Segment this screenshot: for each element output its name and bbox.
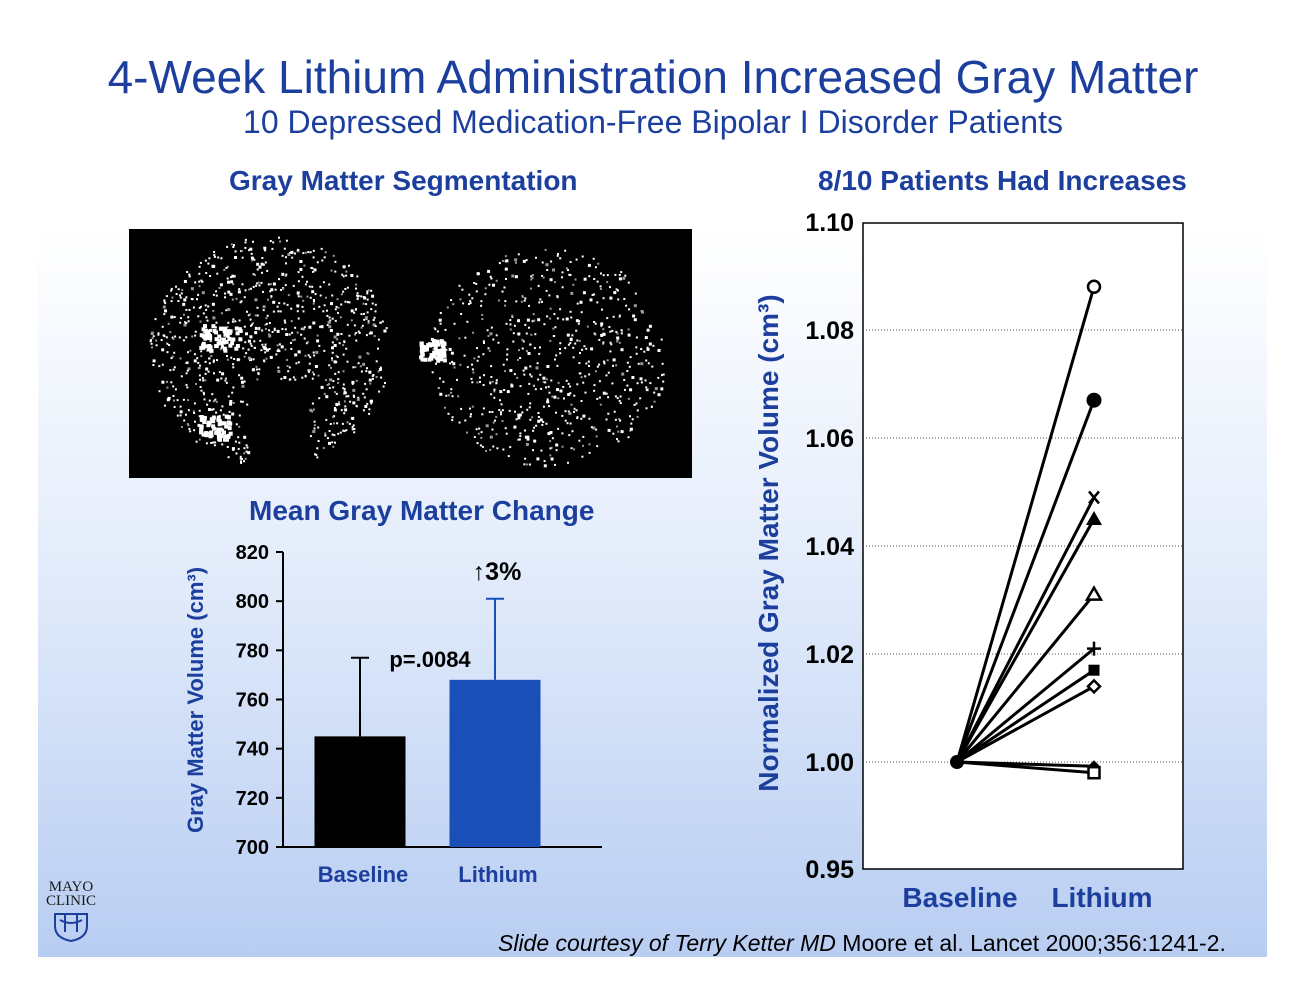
y-tick-label: 740 bbox=[236, 739, 269, 761]
x-tick-label: Lithium bbox=[1051, 882, 1152, 913]
marker-filled-circle bbox=[1086, 392, 1102, 408]
footer-citation: Moore et al. Lancet 2000;356:1241-2. bbox=[835, 930, 1226, 956]
segmentation-title: Gray Matter Segmentation bbox=[229, 165, 578, 196]
y-tick-label: 1.04 bbox=[805, 533, 854, 561]
y-tick-label: 760 bbox=[236, 690, 269, 712]
series-line bbox=[955, 593, 1096, 763]
y-tick-label: 780 bbox=[236, 640, 269, 662]
y-tick-label: 720 bbox=[236, 788, 269, 810]
bar-chart-title: Mean Gray Matter Change bbox=[249, 495, 595, 526]
x-tick-label: Baseline bbox=[902, 882, 1017, 913]
p-value-annotation: p=.0084 bbox=[389, 647, 471, 672]
logo-line-2: CLINIC bbox=[46, 893, 96, 909]
series-line bbox=[955, 286, 1096, 763]
page-title: 4-Week Lithium Administration Increased … bbox=[107, 51, 1199, 103]
marker-filled-square bbox=[1088, 664, 1100, 676]
y-tick-label: 0.95 bbox=[805, 856, 854, 884]
bar-lithium bbox=[449, 679, 541, 847]
page-subtitle: 10 Depressed Medication-Free Bipolar I D… bbox=[243, 104, 1063, 140]
y-tick-label: 1.02 bbox=[805, 641, 854, 669]
y-tick-label: 1.00 bbox=[805, 749, 854, 777]
series-line bbox=[956, 685, 1095, 764]
y-tick-label: 800 bbox=[236, 591, 269, 613]
brain-scan-picture bbox=[149, 236, 665, 468]
y-tick-label: 820 bbox=[236, 542, 269, 564]
footer-credit: Slide courtesy of Terry Ketter MD bbox=[498, 930, 836, 956]
logo-line-1: MAYO bbox=[48, 879, 94, 895]
y-axis-label: Gray Matter Volume (cm³) bbox=[183, 567, 208, 833]
series-line bbox=[956, 668, 1095, 764]
line-chart-title: 8/10 Patients Had Increases bbox=[818, 165, 1187, 196]
marker-open-circle bbox=[1086, 279, 1102, 295]
percent-change-annotation: ↑3% bbox=[473, 558, 522, 586]
x-tick-label: Baseline bbox=[318, 862, 409, 887]
baseline-point bbox=[950, 755, 964, 769]
marker-x bbox=[1088, 490, 1100, 505]
x-tick-label: Lithium bbox=[458, 862, 537, 887]
series-line bbox=[956, 647, 1095, 764]
slide-footer: Slide courtesy of Terry Ketter MD Moore … bbox=[498, 930, 1226, 957]
mean-gray-matter-bar-chart: 700 720 740 760 780 800 820 Baseline Lithium p=.0… bbox=[183, 542, 602, 887]
bar-baseline bbox=[314, 736, 406, 847]
series-line bbox=[955, 518, 1096, 763]
y-tick-label: 700 bbox=[236, 837, 269, 859]
series-line bbox=[955, 399, 1096, 763]
y-tick-label: 1.06 bbox=[805, 425, 854, 453]
marker-plus bbox=[1087, 641, 1101, 656]
series-line bbox=[956, 760, 1095, 775]
marker-open-diamond bbox=[1086, 678, 1102, 695]
marker-open-square bbox=[1087, 765, 1101, 780]
marker-open-triangle bbox=[1084, 585, 1104, 601]
brain-scan-right bbox=[419, 248, 665, 468]
y-axis-label: Normalized Gray Matter Volume (cm³) bbox=[753, 294, 784, 791]
mayo-shield-icon bbox=[54, 913, 88, 943]
series-line bbox=[955, 496, 1096, 763]
gray-matter-segmentation-image bbox=[129, 229, 692, 478]
mayo-clinic-logo: MAYO CLINIC bbox=[40, 880, 102, 945]
y-tick-label: 1.10 bbox=[805, 209, 854, 237]
marker-filled-triangle bbox=[1086, 511, 1102, 525]
brain-scan-left bbox=[149, 236, 388, 464]
y-tick-label: 1.08 bbox=[805, 317, 854, 345]
